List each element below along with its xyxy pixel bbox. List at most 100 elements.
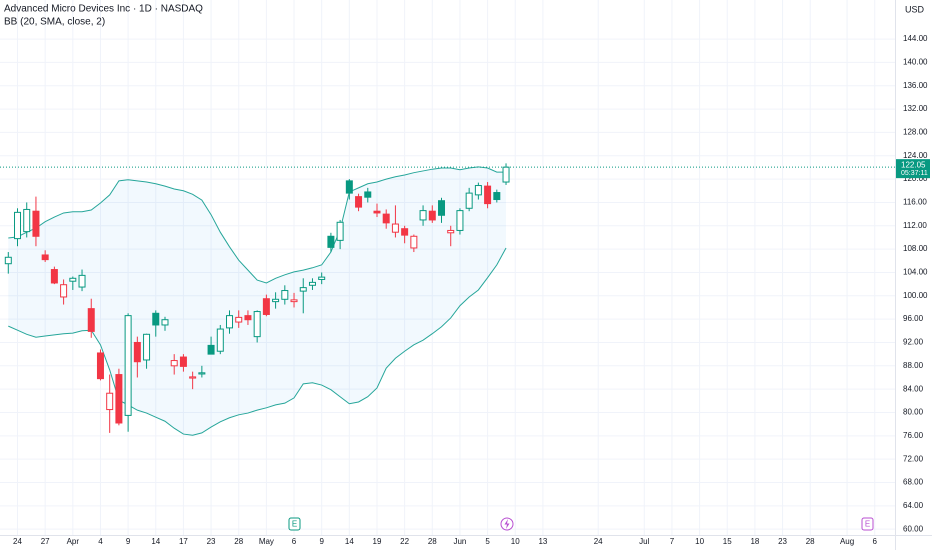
countdown-label: 05:37:11 xyxy=(901,170,928,177)
candle-body xyxy=(373,210,381,214)
x-tick-label: 6 xyxy=(872,537,877,546)
candle-body xyxy=(401,228,409,236)
candle-body xyxy=(235,316,243,323)
candle-body xyxy=(428,210,436,221)
y-tick-label: 76.00 xyxy=(903,431,924,440)
y-tick-label: 132.00 xyxy=(903,104,928,113)
x-tick-label: 23 xyxy=(778,537,787,546)
y-tick-label: 104.00 xyxy=(903,268,928,277)
dividend-badge[interactable] xyxy=(500,517,514,531)
last-price-label: 122.05 xyxy=(901,160,926,169)
x-tick-label: 22 xyxy=(400,537,409,546)
candle-body xyxy=(133,341,141,363)
x-tick-label: 13 xyxy=(538,537,547,546)
candle-body xyxy=(456,210,464,231)
y-tick-label: 60.00 xyxy=(903,524,924,533)
y-tick-label: 144.00 xyxy=(903,34,928,43)
x-tick-label: 27 xyxy=(41,537,50,546)
indicator-label: BB (20, SMA, close, 2) xyxy=(4,17,105,28)
x-tick-label: Apr xyxy=(67,537,80,546)
x-tick-label: 9 xyxy=(319,537,324,546)
x-tick-label: May xyxy=(259,537,274,546)
x-tick-label: 24 xyxy=(13,537,22,546)
y-tick-label: 124.00 xyxy=(903,151,928,160)
candle-body xyxy=(327,235,335,248)
candle-body xyxy=(41,254,49,261)
y-tick-label: 64.00 xyxy=(903,501,924,510)
candle-body xyxy=(244,315,252,321)
x-tick-label: 23 xyxy=(207,537,216,546)
x-tick-label: 10 xyxy=(511,537,520,546)
x-tick-label: 5 xyxy=(485,537,490,546)
y-tick-label: 100.00 xyxy=(903,291,928,300)
candle-body xyxy=(124,315,132,416)
x-tick-label: 10 xyxy=(695,537,704,546)
y-tick-label: 80.00 xyxy=(903,408,924,417)
candle-body xyxy=(484,185,492,205)
x-tick-label: Aug xyxy=(840,537,854,546)
candle-body xyxy=(410,235,418,249)
y-tick-label: 128.00 xyxy=(903,128,928,137)
x-tick-label: 28 xyxy=(806,537,815,546)
candle-body xyxy=(355,196,363,208)
y-tick-label: 84.00 xyxy=(903,384,924,393)
y-tick-label: 120.00 xyxy=(903,174,928,183)
candle-body xyxy=(290,299,298,303)
candle-body xyxy=(78,274,86,288)
candle-body xyxy=(299,287,307,292)
candle-body xyxy=(115,374,123,424)
currency-label: USD xyxy=(905,4,925,14)
y-tick-label: 140.00 xyxy=(903,58,928,67)
event-icon-bolt xyxy=(504,519,510,529)
candle-body xyxy=(465,192,473,209)
candle-body xyxy=(419,210,427,221)
x-tick-label: 14 xyxy=(345,537,354,546)
candle-body xyxy=(32,210,40,237)
x-tick-label: 24 xyxy=(594,537,603,546)
event-label: E xyxy=(865,520,870,529)
event-badge-box xyxy=(861,517,874,531)
candle-body xyxy=(87,308,95,332)
x-tick-label: Jun xyxy=(453,537,466,546)
y-tick-label: 136.00 xyxy=(903,81,928,90)
x-tick-label: 9 xyxy=(126,537,131,546)
candle-body xyxy=(253,311,261,338)
axis-layer: 60.00 64.00 68.00 72.00 76.00 80.00 84.00 88.00… xyxy=(13,34,930,546)
candle-body xyxy=(226,315,234,329)
chart-title: Advanced Micro Devices Inc · 1D · NASDAQ xyxy=(4,4,203,15)
x-tick-label: Jul xyxy=(639,537,649,546)
band-fill xyxy=(8,166,507,436)
x-tick-label: 28 xyxy=(428,537,437,546)
candle-body xyxy=(391,223,399,233)
y-tick-label: 108.00 xyxy=(903,244,928,253)
y-tick-label: 88.00 xyxy=(903,361,924,370)
grid-layer xyxy=(0,0,895,535)
x-tick-label: 19 xyxy=(373,537,382,546)
candle-body xyxy=(170,360,178,367)
candle-body xyxy=(23,208,31,233)
y-tick-label: 112.00 xyxy=(903,221,927,230)
candle-body xyxy=(474,185,482,196)
candle-body xyxy=(96,352,104,380)
candle-body xyxy=(216,328,224,352)
y-tick-label: 116.00 xyxy=(903,198,927,207)
last-price-tag xyxy=(896,159,930,179)
event-badge[interactable]: E xyxy=(288,517,301,531)
candle-body xyxy=(189,376,197,379)
candle-body xyxy=(207,344,215,355)
candle-body xyxy=(447,229,455,234)
x-tick-label: 18 xyxy=(750,537,759,546)
band-layer xyxy=(8,166,507,436)
candle-body xyxy=(4,256,12,265)
candle-layer xyxy=(0,163,895,433)
event-badge[interactable]: E xyxy=(861,517,874,531)
x-tick-label: 14 xyxy=(151,537,160,546)
candle-body xyxy=(179,356,187,367)
band-line xyxy=(8,166,507,284)
candle-body xyxy=(152,312,160,326)
candle-body xyxy=(281,290,289,300)
x-tick-label: 7 xyxy=(670,537,675,546)
candle-body xyxy=(161,319,169,326)
candle-body xyxy=(262,298,270,315)
